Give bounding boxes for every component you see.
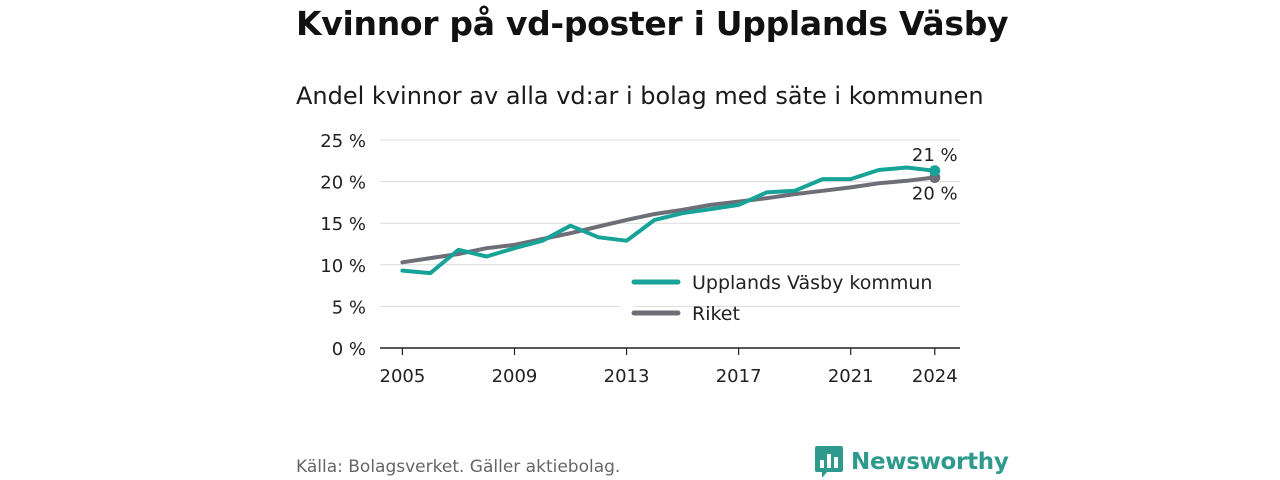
- source-note: Källa: Bolagsverket. Gäller aktiebolag.: [296, 457, 621, 477]
- legend-backdrop: [620, 305, 634, 321]
- chart-title: Kvinnor på vd-poster i Upplands Väsby: [296, 4, 1009, 43]
- x-tick-label: 2013: [604, 366, 650, 387]
- legend-backdrop: [620, 274, 634, 290]
- brand-logo[interactable]: Newsworthy: [815, 446, 1009, 478]
- grid-lines: [380, 139, 960, 307]
- legend-label: Upplands Väsby kommun: [692, 272, 932, 294]
- y-tick-label: 10 %: [320, 256, 366, 277]
- x-axis: 2005 2009 2013 2017 2021 2024: [380, 347, 960, 387]
- x-tick-label: 2024: [912, 366, 958, 387]
- series-lines: 21 % 20 %: [400, 145, 958, 276]
- end-value-label: 20 %: [912, 183, 958, 204]
- x-tick-label: 2009: [492, 366, 538, 387]
- x-tick-label: 2005: [380, 366, 426, 387]
- series-end-point: [929, 165, 941, 177]
- brand-name: Newsworthy: [851, 449, 1009, 475]
- bar-chart-speech-bubble-icon: [815, 446, 843, 478]
- legend: Upplands Väsby kommun Riket: [620, 272, 932, 325]
- y-tick-label: 20 %: [320, 173, 366, 194]
- y-axis: 0 % 5 % 10 % 15 % 20 % 25 %: [320, 131, 366, 360]
- chart-subtitle: Andel kvinnor av alla vd:ar i bolag med …: [296, 82, 984, 110]
- x-tick-label: 2017: [716, 366, 762, 387]
- series-line: [400, 165, 937, 276]
- y-tick-label: 5 %: [332, 297, 366, 318]
- end-value-label: 21 %: [912, 145, 958, 166]
- series-line: [400, 175, 937, 265]
- line-chart: 0 %5 %10 %15 %20 %25 % 2005 2009 2013 2017 2…: [320, 131, 960, 387]
- y-tick-label: 25 %: [320, 131, 366, 152]
- legend-label: Riket: [692, 303, 740, 325]
- x-tick-label: 2021: [828, 366, 874, 387]
- y-tick-label: 15 %: [320, 214, 366, 235]
- y-tick-label: 0 %: [332, 339, 366, 360]
